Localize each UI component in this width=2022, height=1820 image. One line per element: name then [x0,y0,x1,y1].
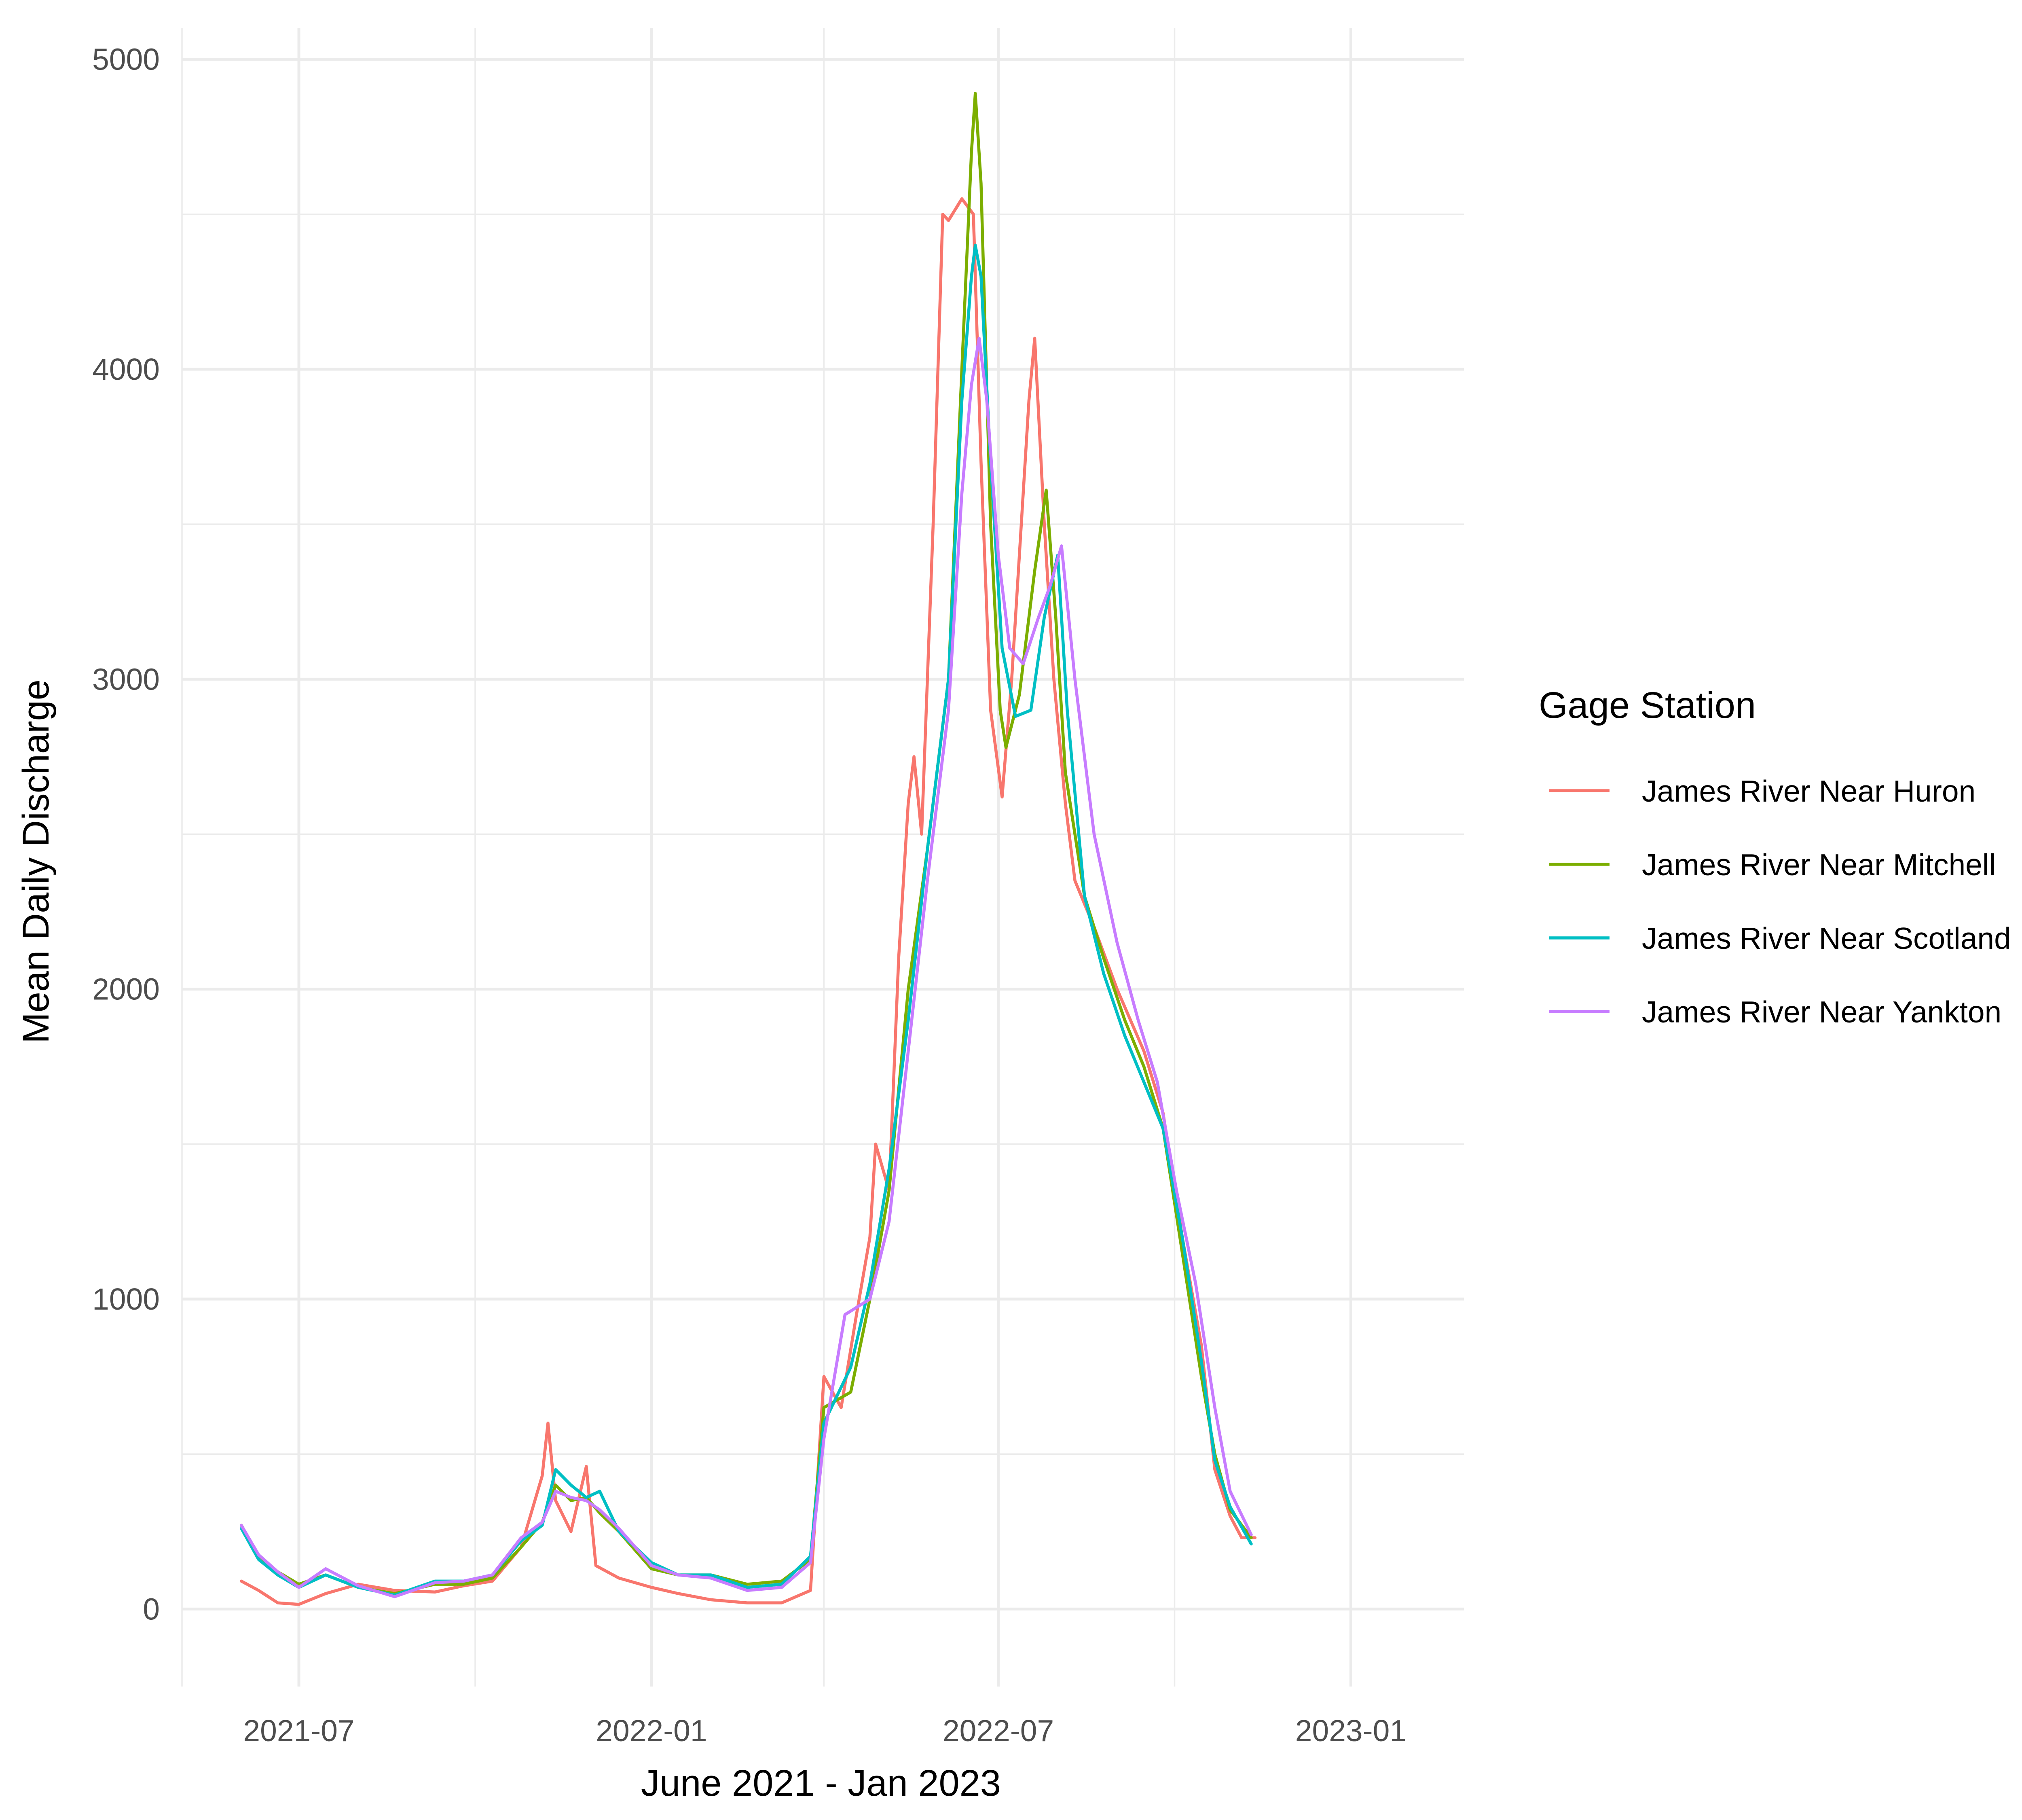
y-axis-title: Mean Daily Discharge [15,679,57,1043]
major-gridlines [182,28,1464,1687]
x-tick-label: 2021-07 [243,1714,354,1748]
x-tick-label: 2023-01 [1295,1714,1407,1748]
legend-label-3: James River Near Scotland [1642,921,2011,955]
series-line-4 [240,336,1253,1598]
x-tick-label: 2022-01 [596,1714,707,1748]
legend-label-4: James River Near Yankton [1642,995,2001,1029]
x-axis-title: June 2021 - Jan 2023 [641,1763,1001,1804]
x-tick-label: 2022-07 [943,1714,1054,1748]
legend: Gage Station James River Near HuronJames… [1539,685,2011,1029]
y-tick-label: 5000 [92,42,160,76]
legend-label-2: James River Near Mitchell [1642,848,1996,882]
series-lines [240,92,1257,1606]
y-tick-label: 0 [143,1592,160,1626]
x-axis-tick-labels: 2021-07 2022-01 2022-07 2023-01 [243,1714,1407,1748]
legend-items: James River Near Huron James River Near M… [1549,774,2011,1029]
y-tick-label: 4000 [92,352,160,386]
legend-label-1: James River Near Huron [1642,774,1975,808]
y-tick-label: 3000 [92,662,160,696]
minor-gridlines [181,28,1464,1687]
y-tick-label: 1000 [92,1282,160,1316]
series-line-2 [240,92,1253,1595]
legend-title: Gage Station [1539,685,1756,726]
y-axis-tick-labels: 0 1000 2000 3000 4000 5000 [92,42,160,1626]
y-tick-label: 2000 [92,972,160,1006]
